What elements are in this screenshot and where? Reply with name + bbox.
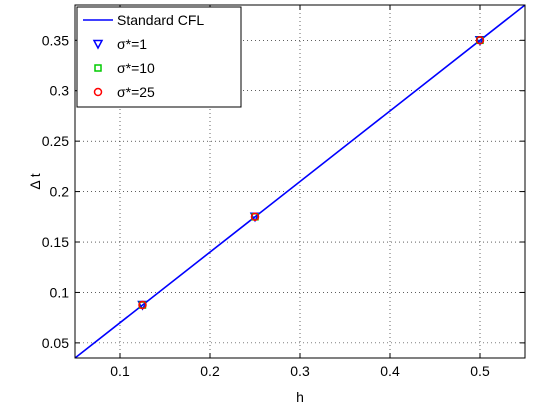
- x-tick-label: 0.4: [380, 363, 400, 379]
- legend-marker-swatch: [92, 39, 104, 50]
- x-tick-label: 0.3: [290, 363, 310, 379]
- legend-item: σ*=10: [94, 60, 155, 76]
- y-tick-label: 0.05: [42, 335, 69, 351]
- legend-label: σ*=10: [117, 60, 155, 76]
- legend: Standard CFL σ*=1 σ*=10 σ*=25: [76, 6, 242, 108]
- legend-label: Standard CFL: [117, 12, 204, 28]
- y-tick-label: 0.3: [50, 83, 70, 99]
- x-tick-label: 0.2: [200, 363, 220, 379]
- legend-label: σ*=25: [117, 84, 155, 100]
- y-tick-label: 0.15: [42, 234, 69, 250]
- legend-marker-swatch: [94, 64, 102, 72]
- legend-item: Standard CFL: [83, 12, 204, 28]
- y-tick-label: 0.25: [42, 133, 69, 149]
- x-tick-label: 0.5: [470, 363, 490, 379]
- series-line-standard-cfl: [75, 5, 525, 358]
- y-tick-label: 0.1: [50, 284, 70, 300]
- legend-items: Standard CFL σ*=1 σ*=10 σ*=25: [83, 12, 204, 100]
- legend-marker-swatch: [93, 87, 103, 97]
- y-tick-label: 0.35: [42, 32, 69, 48]
- legend-label: σ*=1: [117, 36, 147, 52]
- legend-item: σ*=1: [92, 36, 147, 52]
- data-layer: [75, 5, 525, 358]
- data-point-circle: [250, 212, 260, 222]
- y-axis-label: Δ t: [27, 173, 43, 189]
- data-point-circle: [475, 36, 485, 45]
- x-tick-label: 0.1: [110, 363, 130, 379]
- legend-box: [76, 6, 242, 108]
- data-point-circle: [138, 300, 147, 310]
- legend-item: σ*=25: [93, 84, 155, 100]
- series-0: [75, 5, 525, 358]
- x-axis-label: h: [296, 389, 304, 405]
- series-3: [138, 36, 485, 310]
- y-tick-label: 0.2: [50, 184, 70, 200]
